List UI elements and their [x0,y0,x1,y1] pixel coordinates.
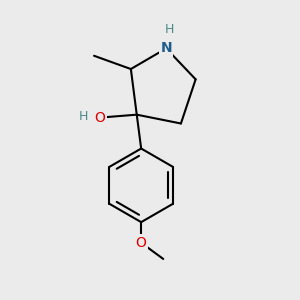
Text: H: H [79,110,88,123]
Text: N: N [160,41,172,56]
Text: H: H [165,23,174,36]
Text: O: O [94,111,105,124]
Text: O: O [136,236,147,250]
